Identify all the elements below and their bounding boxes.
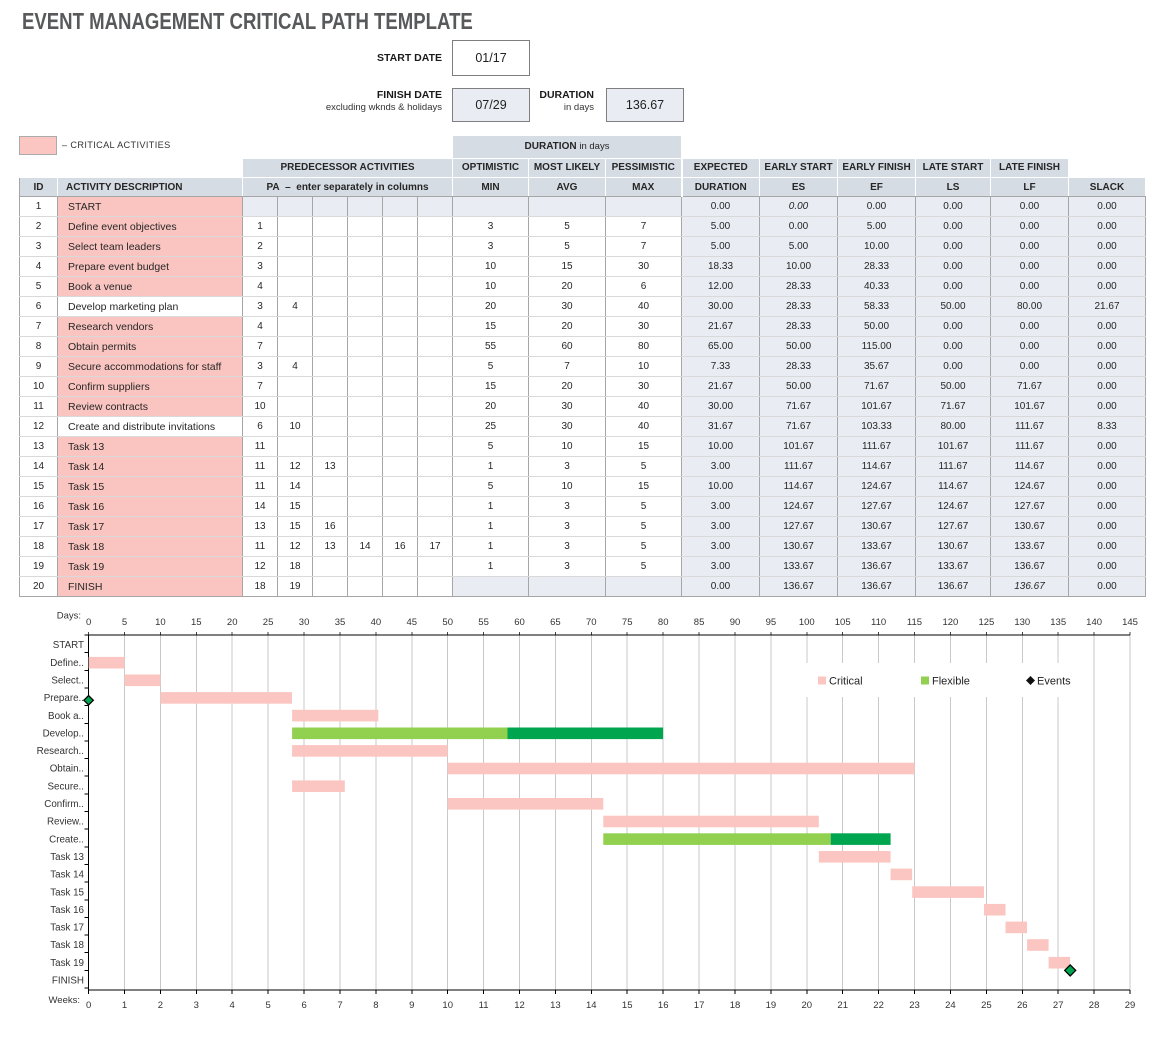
svg-text:13: 13 [550, 1000, 561, 1011]
svg-text:2: 2 [158, 1000, 163, 1011]
svg-text:9: 9 [409, 1000, 414, 1011]
svg-text:130: 130 [1014, 617, 1030, 628]
svg-text:Task 16: Task 16 [50, 905, 84, 916]
svg-text:90: 90 [730, 617, 741, 628]
svg-text:55: 55 [478, 617, 489, 628]
svg-text:7: 7 [337, 1000, 342, 1011]
svg-text:120: 120 [942, 617, 958, 628]
svg-text:28: 28 [1089, 1000, 1100, 1011]
svg-text:100: 100 [799, 617, 815, 628]
svg-text:15: 15 [622, 1000, 633, 1011]
svg-text:5: 5 [265, 1000, 270, 1011]
svg-text:140: 140 [1086, 617, 1102, 628]
svg-text:Events: Events [1037, 676, 1071, 688]
svg-text:Confirm..: Confirm.. [44, 799, 84, 810]
svg-text:24: 24 [945, 1000, 956, 1011]
svg-text:95: 95 [766, 617, 777, 628]
svg-text:Weeks:: Weeks: [48, 995, 80, 1006]
svg-text:Research..: Research.. [37, 746, 84, 757]
svg-text:0: 0 [86, 1000, 91, 1011]
svg-text:Critical: Critical [829, 676, 863, 688]
svg-text:Task 19: Task 19 [50, 958, 84, 969]
svg-text:Secure..: Secure.. [48, 781, 85, 792]
svg-text:35: 35 [335, 617, 346, 628]
svg-text:Develop..: Develop.. [43, 728, 84, 739]
svg-text:Select..: Select.. [51, 676, 84, 687]
svg-text:Flexible: Flexible [932, 676, 970, 688]
svg-text:3: 3 [194, 1000, 199, 1011]
svg-text:14: 14 [586, 1000, 597, 1011]
svg-text:22: 22 [873, 1000, 884, 1011]
svg-text:19: 19 [766, 1000, 777, 1011]
svg-text:10: 10 [155, 617, 166, 628]
svg-text:6: 6 [301, 1000, 306, 1011]
svg-text:Task 15: Task 15 [50, 887, 84, 898]
svg-text:20: 20 [802, 1000, 813, 1011]
svg-text:Task 18: Task 18 [50, 940, 84, 951]
svg-text:10: 10 [442, 1000, 453, 1011]
svg-text:Review..: Review.. [47, 817, 84, 828]
svg-text:135: 135 [1050, 617, 1066, 628]
svg-text:65: 65 [550, 617, 561, 628]
svg-text:50: 50 [442, 617, 453, 628]
svg-text:1: 1 [122, 1000, 127, 1011]
svg-text:115: 115 [907, 617, 922, 628]
svg-text:11: 11 [479, 1000, 489, 1011]
svg-text:40: 40 [371, 617, 382, 628]
svg-text:23: 23 [909, 1000, 920, 1011]
svg-text:110: 110 [871, 617, 886, 628]
svg-text:Prepare..: Prepare.. [44, 693, 84, 704]
svg-text:FINISH: FINISH [52, 976, 84, 987]
svg-text:16: 16 [658, 1000, 669, 1011]
svg-text:18: 18 [730, 1000, 741, 1011]
svg-text:26: 26 [1017, 1000, 1028, 1011]
svg-text:15: 15 [191, 617, 202, 628]
svg-text:Task 13: Task 13 [50, 852, 84, 863]
svg-text:8: 8 [373, 1000, 378, 1011]
svg-text:85: 85 [694, 617, 705, 628]
svg-text:Define..: Define.. [50, 658, 84, 669]
svg-text:Task 14: Task 14 [50, 870, 84, 881]
svg-text:80: 80 [658, 617, 669, 628]
svg-text:29: 29 [1125, 1000, 1136, 1011]
svg-text:20: 20 [227, 617, 238, 628]
svg-text:START: START [53, 640, 84, 651]
svg-text:5: 5 [122, 617, 127, 628]
svg-text:125: 125 [978, 617, 994, 628]
svg-text:Book a..: Book a.. [48, 711, 84, 722]
svg-text:145: 145 [1122, 617, 1138, 628]
svg-text:Obtain..: Obtain.. [50, 764, 84, 775]
svg-text:0: 0 [86, 617, 91, 628]
svg-text:25: 25 [981, 1000, 992, 1011]
svg-text:Days:: Days: [57, 611, 81, 622]
svg-text:12: 12 [514, 1000, 525, 1011]
svg-text:30: 30 [299, 617, 310, 628]
svg-text:21: 21 [837, 1000, 848, 1011]
svg-text:75: 75 [622, 617, 633, 628]
svg-text:45: 45 [407, 617, 418, 628]
svg-text:17: 17 [694, 1000, 705, 1011]
svg-text:25: 25 [263, 617, 274, 628]
svg-text:27: 27 [1053, 1000, 1064, 1011]
svg-text:70: 70 [586, 617, 597, 628]
svg-text:4: 4 [230, 1000, 235, 1011]
svg-text:Create..: Create.. [49, 834, 84, 845]
svg-text:105: 105 [835, 617, 851, 628]
svg-text:60: 60 [514, 617, 525, 628]
svg-text:Task 17: Task 17 [50, 923, 84, 934]
